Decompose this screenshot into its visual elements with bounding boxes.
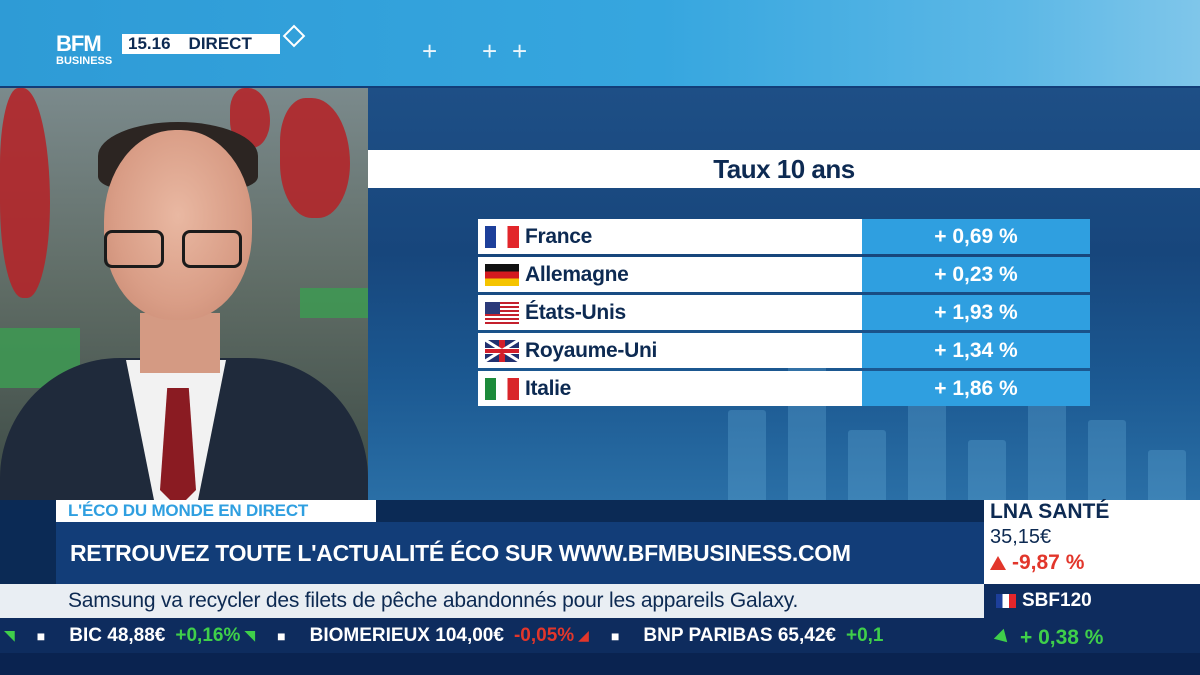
ticker-change: +0,16%	[175, 624, 241, 646]
rate-country: Allemagne	[525, 262, 629, 286]
rate-value: + 0,23 %	[862, 257, 1090, 292]
ticker-name: BIOMERIEUX	[309, 624, 430, 646]
clock-time: 15.16	[128, 34, 171, 53]
italy-flag-icon	[485, 377, 519, 400]
logo-business: BUSINESS	[56, 55, 113, 67]
up-arrow-icon: ◥	[244, 627, 256, 643]
featured-stock: LNA SANTÉ 35,15€ -9,87 %	[984, 500, 1200, 584]
ticker-change: +0,1	[845, 624, 884, 646]
rate-value: + 0,69 %	[862, 219, 1090, 254]
down-triangle-icon	[990, 556, 1006, 570]
ticker-item: BNP PARIBAS 65,42€ +0,1	[643, 625, 883, 647]
index-panel: SBF120 + 0,38 %	[984, 584, 1200, 653]
rate-country: Italie	[525, 376, 572, 400]
live-label: DIRECT	[188, 34, 252, 53]
rate-row-germany: Allemagne + 0,23 %	[478, 257, 1090, 292]
rate-country: États-Unis	[525, 300, 626, 324]
live-clock: 15.16 DIRECT	[122, 34, 280, 54]
bullet-icon: ■	[610, 627, 620, 644]
ticker-price: 48,88€	[107, 624, 166, 646]
ticker-price: 65,42€	[777, 624, 836, 646]
uk-flag-icon	[485, 339, 519, 362]
rate-country: France	[525, 224, 593, 248]
rate-row-italy: Italie + 1,86 %	[478, 371, 1090, 406]
up-triangle-icon	[993, 628, 1013, 648]
down-arrow-icon: ◢	[578, 627, 589, 643]
ticker-change: -0,05%	[513, 624, 575, 646]
stock-change: -9,87 %	[1012, 551, 1085, 574]
stock-name: LNA SANTÉ	[990, 500, 1110, 523]
bottom-strip	[0, 653, 1200, 675]
france-flag-icon	[996, 594, 1016, 608]
news-crawl: Samsung va recycler des filets de pêche …	[0, 584, 984, 618]
rate-row-france: France + 0,69 %	[478, 219, 1090, 254]
channel-logo: BFM BUSINESS	[56, 31, 118, 74]
index-change: + 0,38 %	[1020, 626, 1104, 649]
rate-country: Royaume-Uni	[525, 338, 658, 362]
index-name: SBF120	[1022, 590, 1092, 611]
ticker-item: BIC 48,88€ +0,16% ◥	[69, 625, 255, 647]
rate-row-usa: États-Unis + 1,93 %	[478, 295, 1090, 330]
rates-table: France + 0,69 % Allemagne + 0,23 % États…	[478, 219, 1090, 409]
ticker-item: BIOMERIEUX 104,00€ -0,05% ◢	[310, 625, 589, 647]
rate-value: + 1,34 %	[862, 333, 1090, 368]
plus-icon: +	[422, 36, 438, 66]
logo-bfm: BFM	[56, 31, 102, 56]
stock-ticker: ◥ ■ BIC 48,88€ +0,16% ◥ ■ BIOMERIEUX 104…	[0, 618, 984, 653]
up-arrow-icon: ◥	[4, 627, 15, 643]
rate-value: + 1,86 %	[862, 371, 1090, 406]
headline-banner: RETROUVEZ TOUTE L'ACTUALITÉ ÉCO SUR WWW.…	[56, 522, 984, 584]
plus-icon: +	[482, 36, 498, 66]
usa-flag-icon	[485, 301, 519, 324]
program-label: L'ÉCO DU MONDE EN DIRECT	[56, 500, 376, 522]
plus-icon: +	[512, 36, 528, 66]
rate-row-uk: Royaume-Uni + 1,34 %	[478, 333, 1090, 368]
presenter-video	[0, 88, 368, 500]
rate-value: + 1,93 %	[862, 295, 1090, 330]
ticker-name: BNP PARIBAS	[643, 624, 773, 646]
ticker-price: 104,00€	[435, 624, 504, 646]
bullet-icon: ■	[36, 627, 46, 644]
france-flag-icon	[485, 225, 519, 248]
ticker-name: BIC	[69, 624, 102, 646]
germany-flag-icon	[485, 263, 519, 286]
top-divider	[0, 86, 1200, 88]
rates-title: Taux 10 ans	[368, 150, 1200, 188]
bullet-icon: ■	[277, 627, 286, 644]
stock-price: 35,15€	[990, 526, 1052, 548]
